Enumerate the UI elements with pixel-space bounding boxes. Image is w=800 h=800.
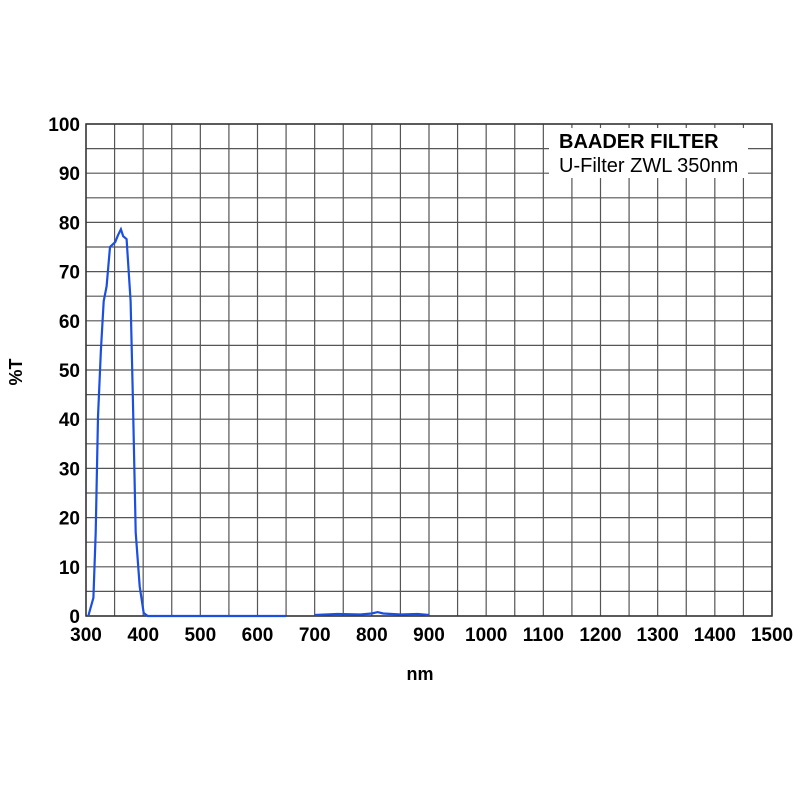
y-tick-label: 80 — [59, 213, 80, 234]
x-tick-label: 900 — [413, 625, 445, 646]
y-tick-label: 90 — [59, 164, 80, 185]
x-tick-label: 1400 — [694, 625, 736, 646]
x-tick-label: 1300 — [637, 625, 679, 646]
legend-box: BAADER FILTER U-Filter ZWL 350nm — [549, 128, 749, 178]
x-tick-label: 1000 — [465, 625, 507, 646]
y-tick-label: 20 — [59, 509, 80, 530]
x-tick-label: 1200 — [579, 625, 621, 646]
y-tick-label: 50 — [59, 361, 80, 382]
x-tick-label: 500 — [184, 625, 216, 646]
x-axis-label: nm — [407, 664, 434, 684]
chart-subtitle: U-Filter ZWL 350nm — [559, 155, 739, 177]
x-tick-label: 600 — [242, 625, 274, 646]
x-tick-label: 700 — [299, 625, 331, 646]
y-tick-label: 60 — [59, 312, 80, 333]
x-tick-label: 1100 — [523, 625, 564, 646]
y-tick-label: 40 — [59, 410, 80, 431]
x-tick-label: 400 — [127, 625, 159, 646]
transmission-curve — [87, 226, 287, 618]
y-tick-label: 0 — [69, 607, 80, 628]
transmission-curve — [314, 610, 430, 617]
y-tick-label: 10 — [59, 558, 80, 579]
x-tick-label: 1500 — [751, 625, 793, 646]
chart-title: BAADER FILTER — [559, 131, 719, 153]
x-tick-label: 300 — [70, 625, 102, 646]
y-axis-label: %T — [6, 358, 26, 385]
x-tick-label: 800 — [356, 625, 388, 646]
y-tick-label: 30 — [59, 459, 80, 480]
y-tick-label: 70 — [59, 263, 80, 284]
plot-frame — [85, 123, 773, 617]
y-tick-label: 100 — [48, 115, 80, 136]
